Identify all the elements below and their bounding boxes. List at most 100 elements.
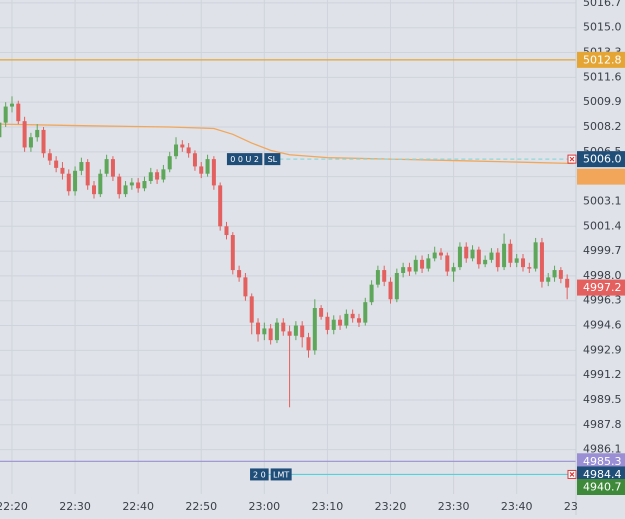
price-axis: 5016.75015.05013.35011.65009.95008.25006… <box>583 0 622 456</box>
y-tick-label: 4996.3 <box>583 294 622 307</box>
level-badge: 4985.3 <box>583 455 622 468</box>
y-tick-label: 5008.2 <box>583 120 622 133</box>
candle-body <box>565 278 570 288</box>
candle-body <box>230 235 235 271</box>
y-tick-label: 5011.6 <box>583 70 622 83</box>
candle-body <box>237 270 242 278</box>
candle-body <box>142 181 147 189</box>
candle-body <box>211 159 216 186</box>
order-quantity-box <box>250 468 269 481</box>
candle-body <box>382 270 387 282</box>
level-badge-bg <box>577 453 625 470</box>
candle-body <box>445 255 450 272</box>
candle-body <box>558 270 563 279</box>
y-tick-label: 4994.6 <box>583 319 622 332</box>
candle-body <box>407 267 412 272</box>
candle-body <box>344 313 349 326</box>
candle-body <box>199 166 204 174</box>
candle-body <box>281 322 286 332</box>
order-cancel <box>567 469 577 479</box>
candle-body <box>85 162 90 186</box>
footer-badge: 4940.7 <box>583 481 622 494</box>
overlay-badge-bg <box>577 168 625 185</box>
order-cancel-icon <box>569 156 575 162</box>
candle-body <box>123 185 128 195</box>
candle-body <box>16 103 21 122</box>
candle-body <box>98 173 103 195</box>
y-tick-label: 4991.2 <box>583 368 622 381</box>
time-axis: 22:20 22:30 22:40 22:50 23:00 23:10 23:20 23:30… <box>0 500 578 513</box>
candle-body <box>539 242 544 282</box>
order-badge-bg <box>577 466 625 483</box>
order-tag: 2 0 LMT <box>250 468 292 481</box>
candle-body <box>174 144 179 157</box>
candle-body <box>338 319 343 326</box>
level-badge-bg <box>577 51 625 68</box>
order-tag: 0 0 U 2 SL <box>226 153 281 166</box>
level-badge: 5012.8 <box>583 53 622 66</box>
candle-body <box>9 103 14 107</box>
candle-body <box>546 277 551 282</box>
order-kind-box <box>264 153 281 166</box>
candle-body <box>420 259 425 269</box>
candle-body <box>256 322 261 335</box>
y-tick-label: 4987.8 <box>583 418 622 431</box>
candle-body <box>79 162 84 171</box>
candle-body <box>363 302 368 323</box>
candle-body <box>60 167 65 174</box>
candle-body <box>148 172 153 182</box>
y-tick-label: 4986.1 <box>583 443 622 456</box>
y-tick-label: 4999.7 <box>583 244 622 257</box>
order-kind-box <box>270 468 292 481</box>
candle-body <box>495 252 500 268</box>
candle-body <box>470 249 475 259</box>
candle-body <box>243 277 248 297</box>
candle-body <box>394 272 399 300</box>
candle-body <box>350 313 355 319</box>
x-tick-label: 23:30 <box>438 500 470 513</box>
order-quantity-box <box>226 153 263 166</box>
last-price-badge-bg <box>577 279 625 296</box>
candle-body <box>205 159 210 174</box>
candle-body <box>369 284 374 303</box>
candle-body <box>155 172 160 180</box>
footer-badge-bg <box>577 479 625 495</box>
candle-body <box>41 129 46 154</box>
overlay-line <box>0 123 574 165</box>
x-tick-label: 22:40 <box>122 500 154 513</box>
candle-body <box>161 169 166 180</box>
candle-body <box>249 296 254 323</box>
order-badge-bg <box>577 151 625 168</box>
order-kind: LMT <box>273 470 289 479</box>
x-tick-label: 23:40 <box>501 500 533 513</box>
order-cancel-icon <box>569 472 575 477</box>
candle-body <box>293 325 298 336</box>
candle-body <box>104 159 109 174</box>
candle-body <box>92 185 97 195</box>
candle-body <box>401 267 406 273</box>
x-tick-label: 22:30 <box>59 500 91 513</box>
candle-body <box>502 243 507 268</box>
candle-body <box>66 173 71 192</box>
x-tick-label: 23:10 <box>312 500 344 513</box>
candle-body <box>521 258 526 268</box>
candle-body <box>319 308 324 317</box>
candle-body <box>274 322 279 341</box>
candle-body <box>54 160 59 168</box>
order-kind: SL <box>268 155 278 164</box>
candle-body <box>514 258 519 263</box>
candle-body <box>483 259 488 265</box>
plot-area <box>0 59 576 476</box>
candle-body <box>192 153 197 167</box>
order-quantity: 0 0 U 2 <box>230 155 259 164</box>
candle-body <box>527 267 532 269</box>
y-tick-label: 4992.9 <box>583 343 622 356</box>
candle-body <box>438 252 443 256</box>
x-tick-label: 22:50 <box>185 500 217 513</box>
candle-body <box>35 129 40 138</box>
y-tick-label: 5003.1 <box>583 194 622 207</box>
candle-body <box>312 308 317 351</box>
candle-body <box>413 259 418 272</box>
